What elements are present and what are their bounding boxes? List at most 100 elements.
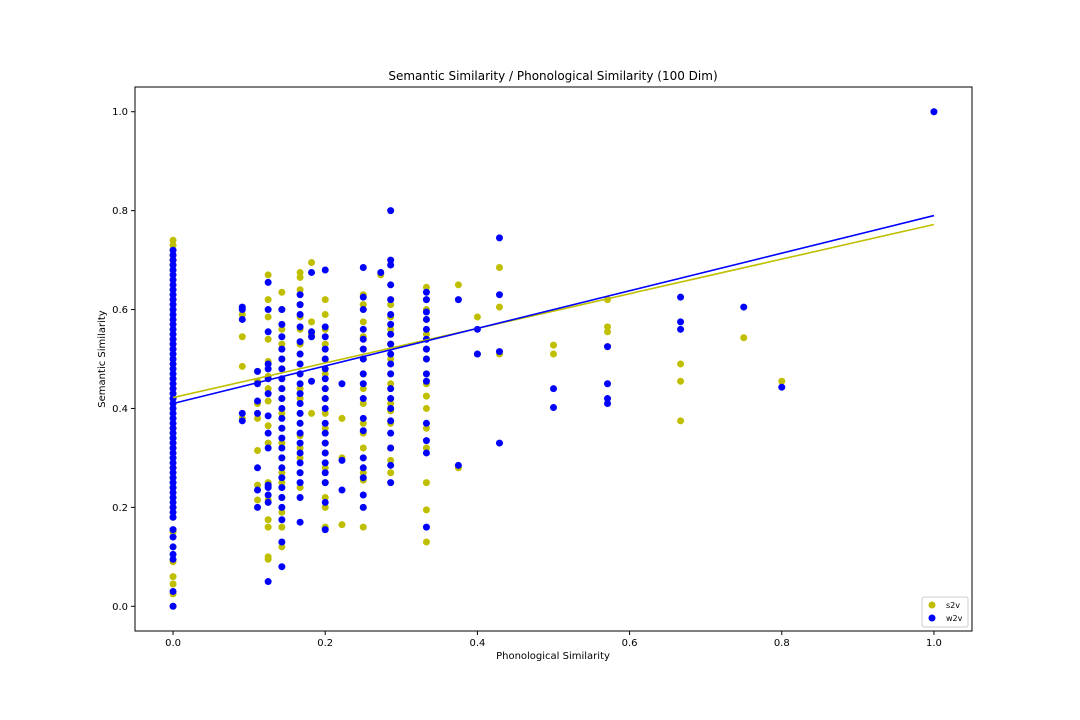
point-s2v-59 (264, 439, 272, 447)
point-w2v-163 (359, 335, 367, 343)
point-w2v-23 (169, 360, 177, 368)
point-s2v-116 (321, 409, 329, 417)
point-w2v-65 (238, 409, 246, 417)
point-s2v-157 (387, 456, 395, 464)
point-w2v-151 (321, 459, 329, 467)
point-w2v-140 (321, 345, 329, 353)
point-w2v-201 (422, 325, 430, 333)
point-w2v-100 (278, 424, 286, 432)
point-w2v-85 (264, 484, 272, 492)
point-w2v-147 (321, 419, 329, 427)
point-s2v-123 (321, 503, 329, 511)
point-w2v-97 (278, 395, 286, 403)
point-w2v-169 (359, 414, 367, 422)
point-w2v-87 (264, 498, 272, 506)
point-w2v-193 (387, 429, 395, 437)
point-s2v-153 (387, 400, 395, 408)
point-s2v-173 (422, 506, 430, 514)
point-s2v-69 (278, 340, 286, 348)
point-w2v-39 (169, 439, 177, 447)
point-s2v-56 (264, 385, 272, 393)
point-w2v-113 (296, 301, 304, 309)
point-s2v-122 (321, 493, 329, 501)
point-w2v-21 (169, 350, 177, 358)
point-s2v-100 (296, 454, 304, 462)
x-tick-label-4: 0.8 (774, 638, 790, 649)
point-w2v-138 (321, 323, 329, 331)
point-s2v-84 (296, 268, 304, 276)
point-s2v-76 (278, 439, 286, 447)
point-w2v-130 (296, 479, 304, 487)
point-w2v-76 (264, 328, 272, 336)
point-w2v-117 (296, 350, 304, 358)
point-w2v-186 (387, 350, 395, 358)
point-w2v-35 (169, 419, 177, 427)
point-w2v-112 (296, 291, 304, 299)
point-w2v-206 (422, 377, 430, 385)
point-s2v-86 (296, 286, 304, 294)
point-w2v-1 (169, 251, 177, 259)
point-w2v-199 (422, 308, 430, 316)
point-w2v-101 (278, 434, 286, 442)
point-w2v-129 (296, 469, 304, 477)
point-s2v-144 (359, 523, 367, 531)
point-w2v-47 (169, 479, 177, 487)
y-axis: 0.0 0.2 0.4 0.6 0.8 1.0 (112, 107, 135, 613)
point-w2v-52 (169, 503, 177, 511)
point-w2v-55 (169, 526, 177, 534)
point-w2v-217 (495, 348, 503, 356)
point-w2v-22 (169, 355, 177, 363)
point-s2v-170 (422, 424, 430, 432)
point-s2v-146 (387, 301, 395, 309)
point-w2v-168 (359, 395, 367, 403)
point-w2v-66 (238, 417, 246, 425)
point-w2v-166 (359, 370, 367, 378)
point-s2v-150 (387, 355, 395, 363)
point-w2v-208 (422, 437, 430, 445)
point-s2v-192 (778, 377, 786, 385)
point-w2v-109 (278, 516, 286, 524)
point-w2v-195 (387, 461, 395, 469)
point-w2v-157 (338, 456, 346, 464)
point-w2v-56 (169, 533, 177, 541)
point-w2v-134 (308, 328, 316, 336)
point-w2v-220 (550, 403, 557, 411)
point-w2v-5 (169, 271, 177, 279)
point-w2v-139 (321, 333, 329, 341)
point-s2v-125 (338, 414, 346, 422)
point-w2v-174 (359, 491, 367, 499)
point-s2v-137 (359, 419, 367, 427)
point-w2v-181 (387, 296, 395, 304)
point-w2v-114 (296, 310, 304, 318)
point-w2v-155 (321, 526, 329, 534)
point-w2v-63 (238, 306, 246, 314)
point-w2v-229 (778, 383, 786, 391)
legend-marker-w2v (928, 614, 936, 622)
point-w2v-96 (278, 385, 286, 393)
point-s2v-83 (278, 543, 286, 551)
point-w2v-123 (296, 409, 304, 417)
point-w2v-110 (278, 538, 286, 546)
point-s2v-99 (296, 444, 304, 452)
point-w2v-152 (321, 469, 329, 477)
point-w2v-170 (359, 427, 367, 435)
point-w2v-98 (278, 404, 286, 412)
point-s2v-50 (264, 271, 272, 279)
point-w2v-132 (296, 518, 304, 526)
point-w2v-162 (359, 325, 367, 333)
point-w2v-221 (604, 343, 612, 351)
point-w2v-180 (387, 281, 395, 289)
point-w2v-93 (278, 355, 286, 363)
point-w2v-77 (264, 360, 272, 368)
chart-title: Semantic Similarity / Phonological Simil… (388, 69, 717, 83)
point-w2v-128 (296, 459, 304, 467)
point-w2v-102 (278, 444, 286, 452)
point-w2v-196 (387, 479, 395, 487)
point-w2v-75 (264, 306, 272, 314)
point-w2v-133 (308, 268, 316, 276)
series-w2v (169, 108, 938, 610)
point-w2v-44 (169, 464, 177, 472)
point-s2v-58 (264, 422, 272, 430)
point-w2v-72 (254, 486, 262, 494)
